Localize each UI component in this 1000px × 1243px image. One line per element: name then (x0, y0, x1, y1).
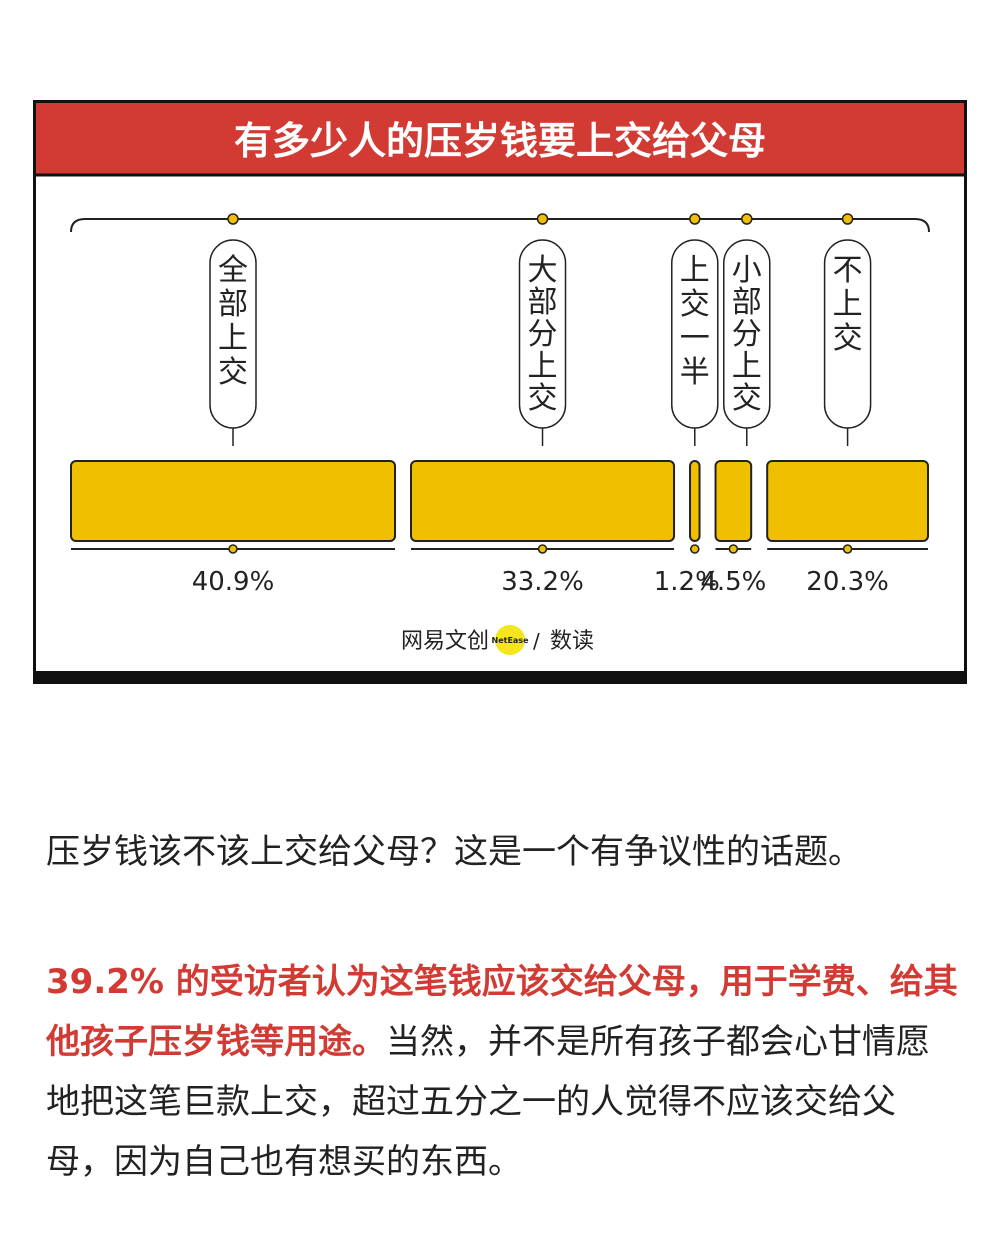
bracket-dot-1 (227, 213, 239, 225)
logo: 网易文创 NetEase / 数读 (401, 625, 594, 655)
value-label-4: 4.5% (700, 567, 766, 597)
baseline-dot-3 (690, 544, 700, 554)
title-banner (36, 103, 964, 175)
value-label-1: 40.9% (192, 567, 275, 597)
logo-sub-brand: 数读 (550, 629, 594, 654)
baseline-dot-5 (842, 544, 853, 554)
chart-title: 有多少人的压岁钱要上交给父母 (234, 119, 766, 163)
category-label-3: 上交一半 (680, 253, 710, 390)
logo-badge-text: NetEase (492, 636, 530, 645)
logo-text: 网易文创 (401, 629, 489, 654)
top-bracket (70, 218, 930, 233)
intro-paragraph: 压岁钱该不该上交给父母？这是一个有争议性的话题。 (46, 832, 862, 872)
card-border (33, 100, 967, 675)
value-label-5: 20.3% (806, 567, 889, 597)
highlight-text: 39.2% 的受访者认为这笔钱应该交给父母，用于学费、给其他孩子压岁钱等用途。 (46, 962, 958, 1062)
category-label-2: 大部分上交 (528, 253, 558, 416)
detail-paragraph: 39.2% 的受访者认为这笔钱应该交给父母，用于学费、给其他孩子压岁钱等用途。当… (46, 952, 961, 1192)
card-shadow (33, 671, 967, 684)
chart-canvas: 有多少人的压岁钱要上交给父母 全部上交 40.9% 大部分上交 33.2% 上交一半 1.… (33, 100, 967, 684)
category-label-5: 不上交 (833, 253, 863, 356)
value-label-2: 33.2% (501, 567, 584, 597)
bar-1 (70, 460, 397, 542)
bar-4 (714, 460, 753, 542)
bracket-dot-2 (536, 213, 549, 225)
category-label-4: 小部分上交 (732, 253, 762, 416)
baseline-dot-4 (728, 544, 739, 554)
chart-card: 有多少人的压岁钱要上交给父母 全部上交 40.9% 大部分上交 33.2% 上交一半 1.… (33, 100, 967, 684)
logo-separator: / (533, 629, 540, 653)
bar-5 (766, 460, 929, 542)
baseline-dot-1 (228, 544, 238, 554)
chart-marks: 全部上交 40.9% 大部分上交 33.2% 上交一半 1.2% 小部分上交 4.5% 不上交 2… (70, 213, 929, 597)
value-label-3: 1.2% (654, 567, 720, 597)
body-text: 当然，并不是所有孩子都会心甘情愿地把这笔巨款上交，超过五分之一的人觉得不应该交给… (46, 1022, 930, 1182)
bracket-dot-4 (741, 213, 753, 225)
bar-2 (410, 460, 676, 542)
baseline-dot-2 (537, 544, 548, 554)
logo-badge-icon (495, 625, 525, 655)
category-label-1: 全部上交 (218, 253, 248, 390)
bracket-dot-5 (841, 213, 854, 225)
bracket-dot-3 (689, 213, 701, 225)
bar-3 (689, 460, 701, 542)
